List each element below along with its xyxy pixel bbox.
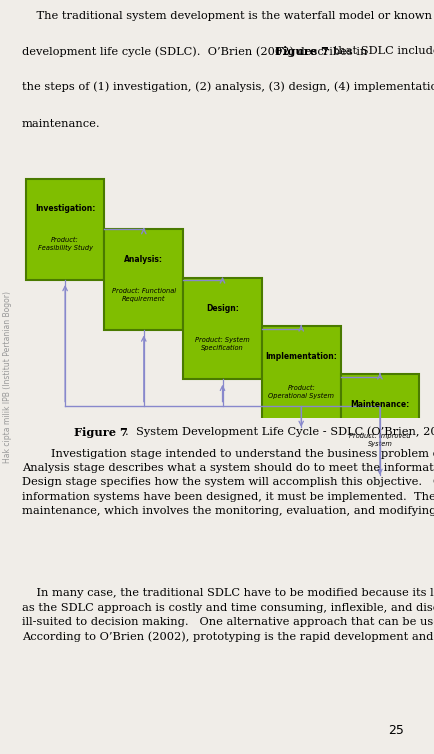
Text: Analysis:: Analysis: (124, 255, 163, 264)
Text: Hak cipta milik IPB (Institut Pertanian Bogor): Hak cipta milik IPB (Institut Pertanian … (3, 291, 12, 463)
Text: Figure 7: Figure 7 (74, 427, 128, 437)
Text: Product: System
Specification: Product: System Specification (195, 337, 250, 351)
Text: Product:
Feasibility Study: Product: Feasibility Study (38, 238, 92, 251)
FancyBboxPatch shape (262, 326, 341, 428)
Text: Figure 7: Figure 7 (275, 46, 329, 57)
FancyBboxPatch shape (341, 374, 419, 475)
Text: Product: Functional
Requirement: Product: Functional Requirement (112, 288, 176, 302)
Text: that SDLC includes: that SDLC includes (330, 46, 434, 57)
Text: Implementation:: Implementation: (265, 352, 337, 361)
Text: Investigation:: Investigation: (35, 204, 95, 213)
Text: development life cycle (SDLC).  O’Brien (2002) describes in: development life cycle (SDLC). O’Brien (… (22, 46, 371, 57)
Text: The traditional system development is the waterfall model or known as system: The traditional system development is th… (22, 11, 434, 20)
Text: Product: Improved
System: Product: Improved System (349, 433, 411, 447)
Text: .  System Development Life Cycle - SDLC (O’Brien, 2002): . System Development Life Cycle - SDLC (… (125, 427, 434, 437)
Text: Design:: Design: (206, 304, 239, 313)
Text: the steps of (1) investigation, (2) analysis, (3) design, (4) implementation and: the steps of (1) investigation, (2) anal… (22, 81, 434, 92)
Text: Maintenance:: Maintenance: (350, 400, 410, 409)
Text: In many case, the traditional SDLC have to be modified because its limitation su: In many case, the traditional SDLC have … (22, 588, 434, 642)
Text: maintenance.: maintenance. (22, 119, 100, 129)
FancyBboxPatch shape (105, 229, 183, 330)
Text: Product:
Operational System: Product: Operational System (268, 385, 334, 399)
Text: Investigation stage intended to understand the business problem or opportunity
A: Investigation stage intended to understa… (22, 449, 434, 516)
FancyBboxPatch shape (26, 179, 105, 280)
FancyBboxPatch shape (183, 278, 262, 379)
Text: 25: 25 (388, 725, 404, 737)
